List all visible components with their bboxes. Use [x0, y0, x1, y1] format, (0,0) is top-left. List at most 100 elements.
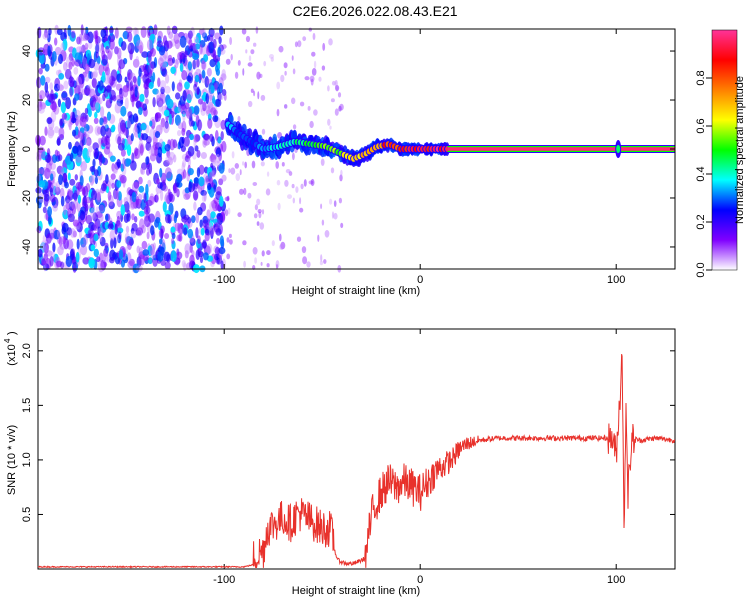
noise-cell [294, 41, 298, 48]
noise-cell [203, 190, 207, 202]
noise-cell [177, 51, 183, 61]
noise-cell [39, 52, 45, 65]
noise-cell [120, 204, 126, 216]
noise-cell [76, 145, 83, 158]
noise-cell [212, 38, 217, 49]
noise-cell [81, 134, 85, 147]
noise-cell [165, 213, 171, 224]
noise-cell [134, 182, 140, 189]
noise-cell [65, 255, 73, 268]
noise-cell [68, 53, 74, 61]
noise-cell [116, 180, 122, 188]
noise-cell [206, 67, 212, 77]
noise-cell [266, 250, 271, 256]
noise-cell [204, 76, 210, 88]
noise-cell [132, 76, 137, 84]
noise-cell [98, 154, 103, 166]
noise-cell [260, 94, 266, 101]
noise-cell [111, 182, 115, 189]
noise-cell [139, 93, 145, 103]
noise-cell [340, 222, 344, 229]
noise-cell [67, 172, 71, 181]
noise-cell [136, 39, 143, 50]
spectrogram-noise-cells [35, 24, 344, 274]
noise-cell [196, 58, 200, 68]
noise-cell [105, 174, 109, 185]
noise-cell [317, 234, 320, 242]
noise-cell [115, 94, 122, 102]
noise-cell [68, 188, 73, 197]
noise-cell [54, 83, 60, 92]
noise-cell [278, 45, 284, 53]
noise-cell [51, 51, 57, 62]
noise-cell [106, 84, 111, 94]
noise-cell [266, 171, 270, 177]
noise-cell [163, 160, 170, 167]
noise-cell [259, 222, 265, 230]
noise-cell [65, 201, 71, 210]
noise-cell [172, 57, 175, 64]
noise-cell [178, 104, 182, 112]
noise-cell [47, 181, 51, 190]
noise-cell [44, 63, 50, 72]
noise-cell [176, 248, 180, 257]
noise-cell [164, 167, 172, 179]
noise-cell [110, 238, 114, 249]
noise-cell [247, 62, 253, 67]
noise-cell [183, 262, 187, 272]
noise-cell [261, 128, 266, 135]
noise-cell [137, 75, 141, 87]
noise-cell [87, 229, 94, 239]
noise-cell [217, 215, 221, 225]
noise-cell [129, 80, 134, 92]
noise-cell [125, 225, 130, 234]
noise-cell [181, 159, 187, 168]
noise-cell [160, 225, 165, 234]
noise-cell [333, 200, 337, 208]
noise-cell [88, 108, 92, 118]
noise-cell [225, 58, 231, 65]
noise-cell [75, 155, 82, 167]
x-tick-label: 0 [417, 574, 423, 586]
noise-cell [221, 69, 226, 79]
noise-cell [42, 206, 47, 214]
spectrogram-x-label: Height of straight line (km) [292, 285, 420, 297]
noise-cell [71, 203, 77, 215]
noise-cell [119, 88, 123, 95]
noise-cell [131, 222, 138, 232]
noise-cell [132, 113, 139, 123]
noise-cell [132, 263, 140, 274]
noise-cell [226, 237, 230, 243]
noise-cell [126, 158, 132, 165]
noise-cell [69, 152, 74, 162]
noise-cell [141, 133, 149, 141]
noise-cell [111, 163, 119, 174]
noise-cell [84, 42, 89, 50]
noise-cell [203, 139, 210, 146]
spectrogram-y-label: Frequency (Hz) [6, 111, 18, 187]
noise-cell [209, 59, 216, 68]
noise-cell [149, 153, 157, 162]
noise-cell [299, 207, 304, 213]
noise-cell [256, 71, 261, 80]
noise-cell [196, 88, 200, 96]
noise-cell [144, 86, 149, 99]
noise-cell [43, 242, 49, 254]
colorbar-tick-label: 0.6 [695, 118, 707, 133]
noise-cell [73, 67, 79, 75]
noise-cell [54, 46, 62, 56]
noise-cell [196, 167, 201, 178]
noise-cell [84, 155, 91, 164]
noise-cell [333, 212, 338, 220]
noise-cell [56, 28, 63, 36]
noise-cell [54, 37, 58, 46]
x-tick-label: 100 [607, 574, 625, 586]
noise-cell [163, 251, 171, 262]
noise-cell [156, 40, 163, 48]
noise-cell [116, 227, 124, 234]
noise-cell [141, 162, 148, 170]
noise-cell [321, 65, 326, 71]
noise-cell [147, 63, 154, 75]
noise-cell [188, 116, 193, 127]
